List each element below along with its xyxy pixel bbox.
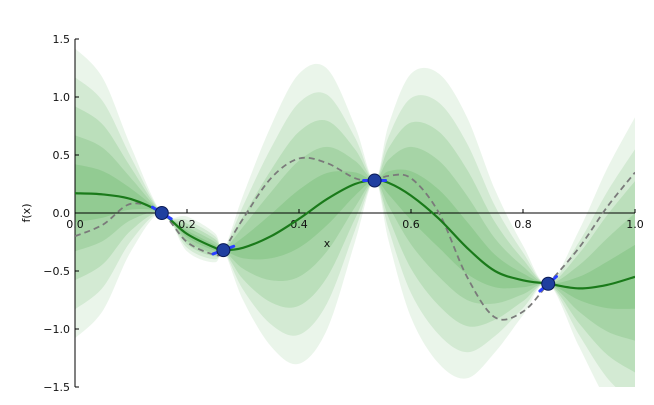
observation-point (216, 243, 231, 258)
y-ticks: −1.5 −1.0 −0.5 0.0 0.5 1.0 1.5 (43, 33, 79, 394)
observations (150, 173, 558, 293)
confidence-band-1sd (75, 135, 635, 341)
x-axis-label: x (324, 237, 331, 250)
confidence-band-2.5sd (75, 48, 635, 387)
y-tick-label: 0.0 (53, 207, 71, 220)
y-tick-label: −1.0 (43, 323, 70, 336)
y-tick-label: −1.5 (43, 381, 70, 394)
y-tick-label: 1.0 (53, 91, 71, 104)
observation-point (541, 276, 556, 291)
confidence-band-0.5sd (75, 164, 635, 309)
x-tick-label: 0.6 (402, 218, 420, 231)
y-tick-label: 0.5 (53, 149, 71, 162)
posterior-mean-line (75, 179, 635, 290)
true-function-line (75, 156, 635, 321)
x-tick-label: 0.2 (178, 218, 196, 231)
confidence-band-1.5sd (75, 106, 635, 373)
y-tick-label: 1.5 (53, 33, 71, 46)
x-tick-label: 0.8 (514, 218, 532, 231)
observation-point (154, 206, 169, 220)
confidence-band-2sd (75, 77, 635, 387)
y-tick-label: −0.5 (43, 265, 70, 278)
y-axis-label: f(x) (20, 204, 33, 223)
confidence-bands (75, 48, 635, 387)
observation-point (367, 173, 382, 188)
x-ticks: 0.0 0.2 0.4 0.6 0.8 1.0 (66, 209, 644, 231)
x-tick-label: 1.0 (626, 218, 644, 231)
x-tick-label: 0.0 (66, 218, 84, 231)
